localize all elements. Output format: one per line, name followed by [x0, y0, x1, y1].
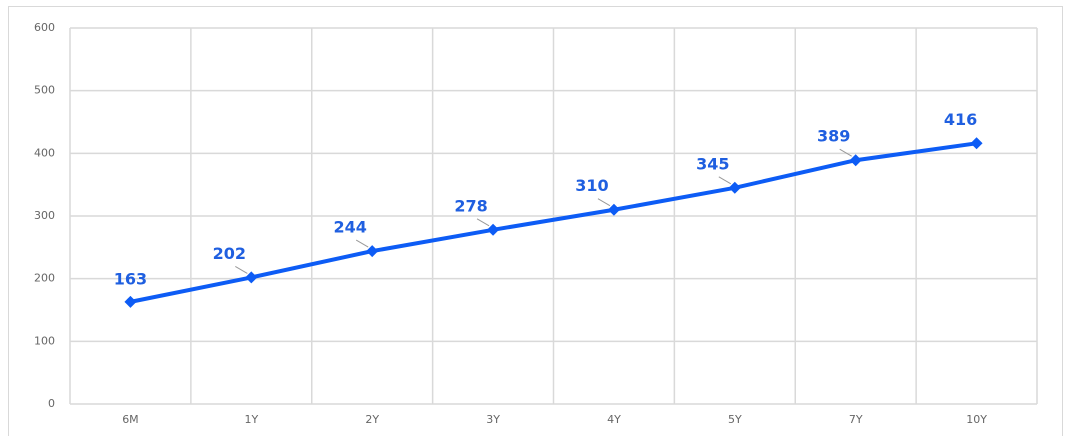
data-label: 345	[696, 154, 729, 173]
y-tick-label: 200	[34, 272, 55, 285]
x-tick-label: 1Y	[244, 413, 258, 426]
leader-line	[355, 239, 369, 248]
data-label: 244	[333, 218, 366, 237]
leader-line	[718, 176, 732, 185]
marker	[970, 137, 983, 150]
marker	[124, 295, 137, 308]
leader-line	[235, 265, 248, 274]
line-series	[130, 141, 977, 304]
y-tick-label: 300	[34, 209, 55, 222]
marker	[487, 223, 500, 236]
x-tick-label: 5Y	[728, 413, 742, 426]
data-label: 310	[575, 176, 608, 195]
x-tick-label: 7Y	[849, 413, 863, 426]
marker	[728, 181, 741, 194]
leader-line	[839, 148, 852, 157]
marker	[245, 271, 258, 284]
data-label: 278	[454, 196, 487, 215]
data-label: 163	[114, 269, 147, 288]
y-tick-label: 600	[34, 21, 55, 34]
marker	[366, 245, 379, 258]
y-tick-label: 500	[34, 84, 55, 97]
x-tick-label: 6M	[122, 413, 139, 426]
marker	[849, 154, 862, 167]
data-label: 416	[944, 110, 977, 129]
leader-line	[597, 198, 611, 207]
y-tick-label: 100	[34, 334, 55, 347]
y-tick-label: 400	[34, 146, 55, 159]
data-label: 202	[213, 244, 246, 263]
marker	[607, 203, 620, 216]
data-label: 389	[817, 127, 850, 146]
x-tick-label: 4Y	[607, 413, 621, 426]
leader-line	[476, 218, 490, 227]
y-tick-label: 0	[48, 397, 55, 410]
x-tick-label: 3Y	[486, 413, 500, 426]
x-tick-label: 10Y	[966, 413, 987, 426]
x-tick-label: 2Y	[365, 413, 379, 426]
